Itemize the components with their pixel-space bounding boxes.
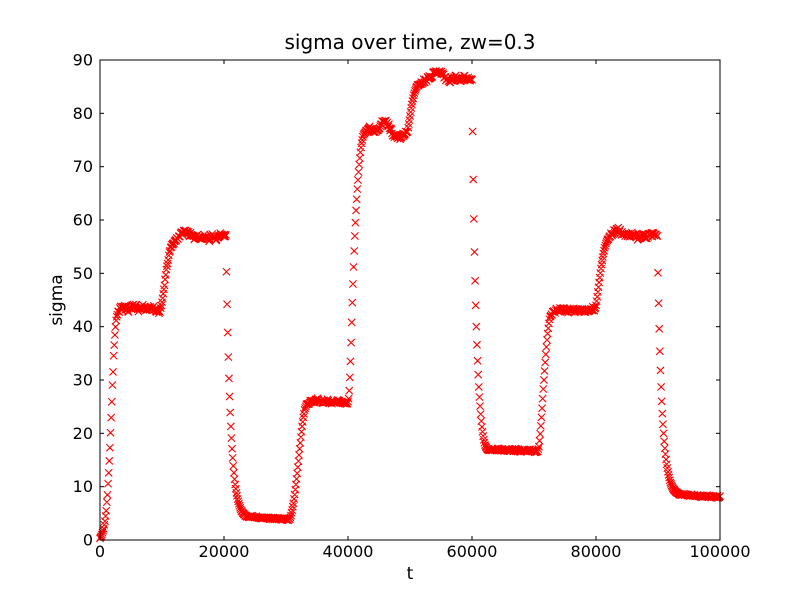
y-tick-label: 80: [73, 104, 93, 123]
axis-ticks: [99, 59, 721, 541]
y-tick-label: 50: [73, 264, 93, 283]
y-tick-label: 60: [73, 211, 93, 230]
x-tick-label: 40000: [323, 542, 374, 561]
y-tick-label: 30: [73, 371, 93, 390]
x-tick-label: 100000: [689, 542, 750, 561]
y-tick-label: 0: [83, 531, 93, 550]
axes-frame: [99, 59, 721, 541]
x-tick-label: 80000: [571, 542, 622, 561]
chart-title: sigma over time, zw=0.3: [284, 30, 535, 54]
x-tick-label: 60000: [447, 542, 498, 561]
y-axis-label: sigma: [47, 274, 67, 325]
y-tick-label: 10: [73, 477, 93, 496]
y-tick-label: 20: [73, 424, 93, 443]
y-tick-label: 90: [73, 51, 93, 70]
y-tick-label: 40: [73, 317, 93, 336]
x-tick-label: 20000: [199, 542, 250, 561]
x-tick-label: 0: [95, 542, 105, 561]
tick-labels: 0 20000 40000 60000 80000 100000 0 10 20 30 40 50 60…: [73, 51, 751, 562]
y-tick-label: 70: [73, 157, 93, 176]
x-axis-label: t: [407, 564, 414, 584]
